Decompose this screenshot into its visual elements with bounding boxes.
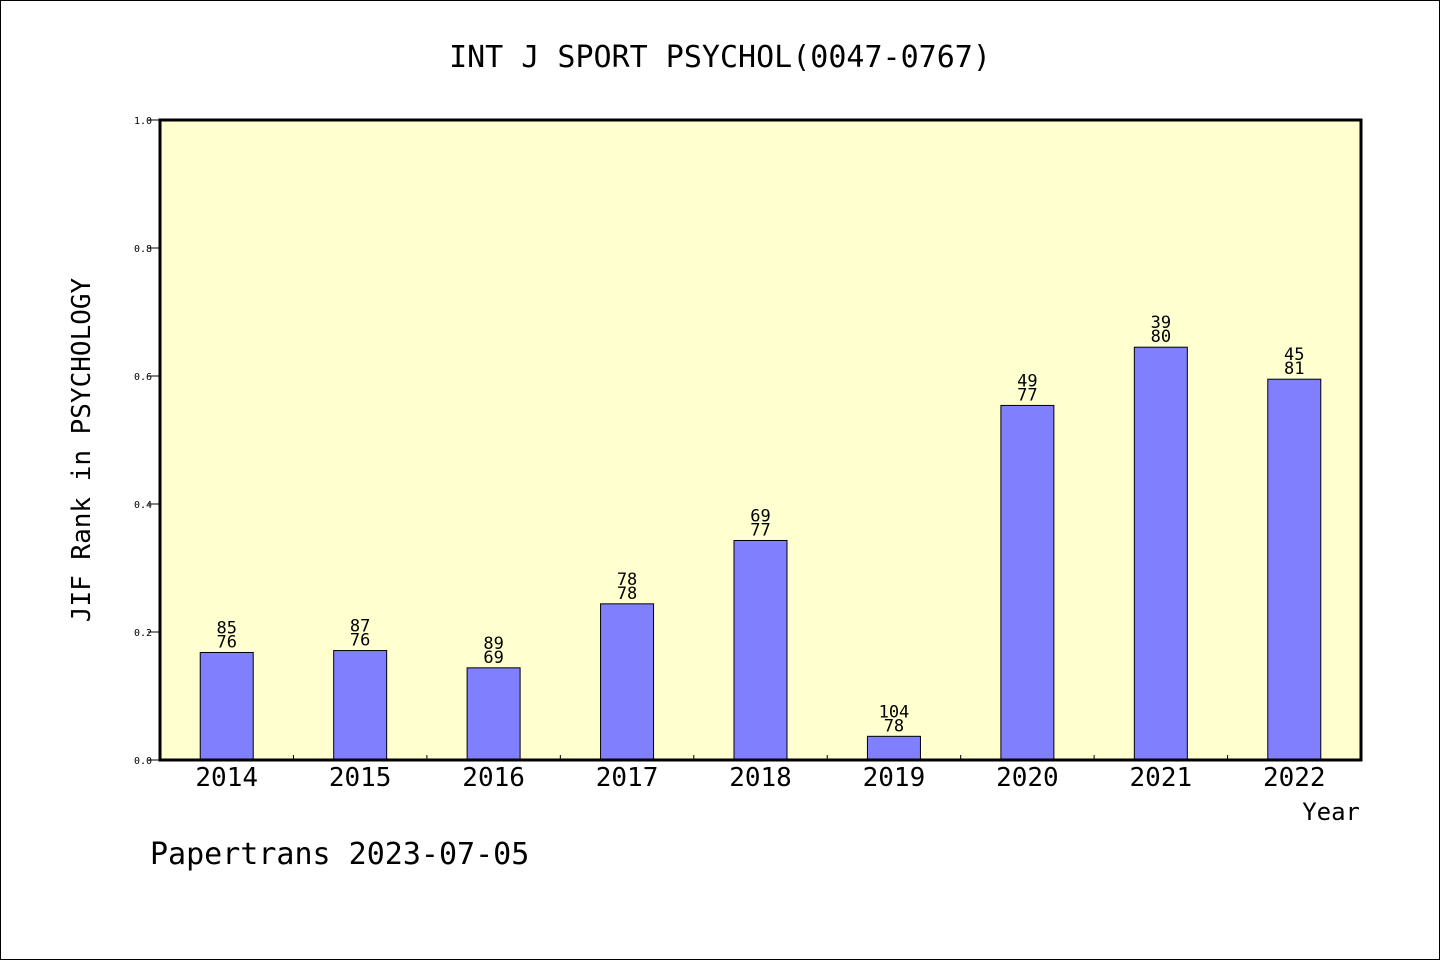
y-tick-label: 0.0 [134, 756, 152, 767]
bar [1133, 346, 1188, 761]
bar-label-top: 45 [1284, 345, 1304, 365]
x-axis: 2014 2015 2016 2017 2018 2019 2020 2021 2022 [195, 755, 1326, 793]
bar [466, 667, 521, 761]
bar [1267, 378, 1322, 761]
x-tick-label: 2018 [729, 763, 792, 793]
bar-label-top: 39 [1151, 313, 1171, 333]
footer-text: Papertrans 2023-07-05 [150, 837, 529, 872]
x-tick-label: 2017 [596, 763, 659, 793]
x-tick-label: 2020 [996, 763, 1059, 793]
x-tick-label: 2022 [1263, 763, 1326, 793]
x-tick-label: 2015 [329, 763, 392, 793]
bar-label-bottom: 78 [617, 584, 637, 604]
x-tick-label: 2016 [462, 763, 525, 793]
bar-label-bottom: 78 [884, 716, 904, 736]
bar [733, 539, 788, 761]
bar-label-bottom: 76 [350, 631, 370, 651]
y-axis: 0.0 0.2 0.4 0.6 0.8 1.0 [134, 116, 160, 767]
bar-label-top: 49 [1017, 371, 1037, 391]
bar-label-bottom: 69 [483, 648, 503, 668]
y-tick-label: 1.0 [134, 116, 152, 127]
x-tick-label: 2014 [195, 763, 258, 793]
chart-title: INT J SPORT PSYCHOL(0047-0767) [449, 40, 991, 75]
bar-label-top: 87 [350, 617, 370, 637]
y-tick-label: 0.2 [134, 628, 152, 639]
y-tick-label: 0.4 [134, 500, 152, 511]
x-tick-label: 2019 [863, 763, 926, 793]
bar [1000, 404, 1055, 761]
bar-label-bottom: 77 [750, 520, 770, 540]
bar [333, 650, 388, 761]
x-tick-label: 2021 [1130, 763, 1193, 793]
bar-label-top: 89 [483, 634, 503, 654]
bar-label-top: 85 [216, 618, 236, 638]
bar-label-bottom: 81 [1284, 359, 1304, 379]
bar-label-bottom: 77 [1017, 385, 1037, 405]
y-axis-label: JIF Rank in PSYCHOLOGY [67, 277, 97, 622]
x-axis-label: Year [1302, 798, 1360, 826]
bar-label-top: 69 [750, 506, 770, 526]
bar-label-bottom: 76 [216, 632, 236, 652]
bar-label-bottom: 80 [1151, 327, 1171, 347]
y-tick-label: 0.6 [134, 372, 152, 383]
bar-label-top: 104 [879, 702, 910, 722]
bar-label-top: 78 [617, 570, 637, 590]
bar [600, 603, 655, 761]
bar [866, 735, 921, 761]
y-tick-label: 0.8 [134, 244, 152, 255]
bar [199, 651, 254, 761]
plot-border [158, 118, 1363, 762]
